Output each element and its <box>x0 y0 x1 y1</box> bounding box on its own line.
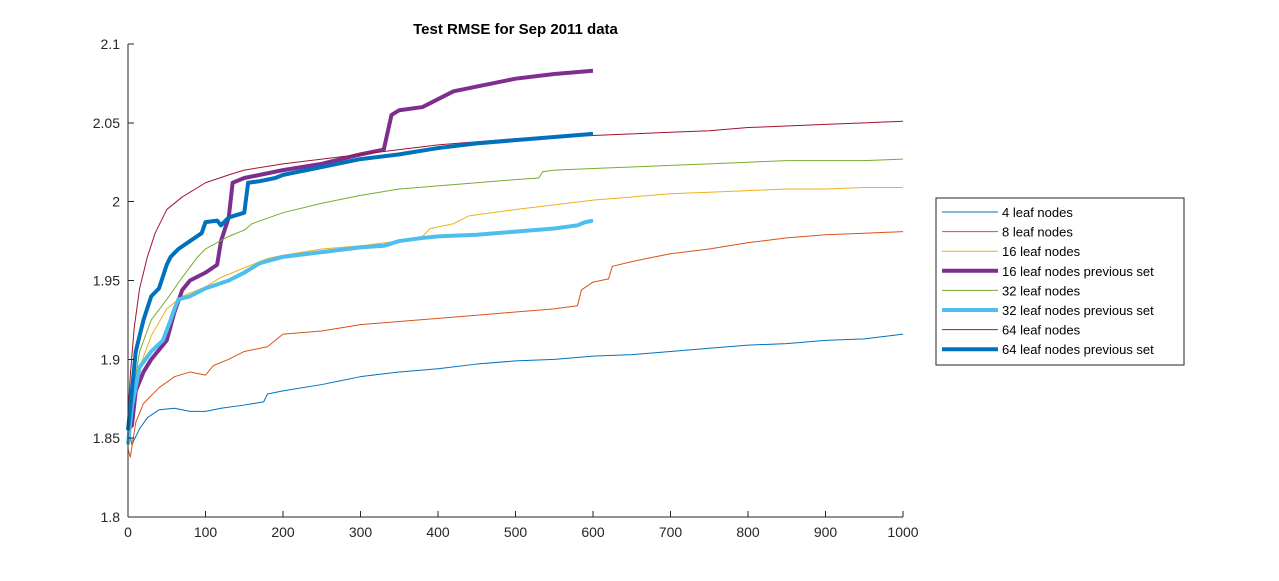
series-line-3 <box>126 68 594 431</box>
legend-box <box>935 197 1185 366</box>
x-tick-label: 400 <box>426 524 450 540</box>
x-tick-label: 200 <box>271 524 295 540</box>
series-line-6 <box>127 120 904 415</box>
legend-label: 16 leaf nodes <box>1002 244 1081 259</box>
y-tick-label: 1.95 <box>93 273 120 289</box>
y-tick-label: 2 <box>112 194 120 210</box>
x-tick-label: 900 <box>814 524 838 540</box>
series-line-4 <box>127 158 904 423</box>
y-tick-label: 1.9 <box>101 351 121 367</box>
x-tick-label: 600 <box>581 524 605 540</box>
x-tick-label: 500 <box>504 524 528 540</box>
chart-title: Test RMSE for Sep 2011 data <box>413 21 618 38</box>
legend-label: 8 leaf nodes <box>1002 225 1073 240</box>
axes-layer: 0 100 200 300 400 500 600 700 800 900 1000 1.8 1.85 1… <box>93 36 919 540</box>
plot-background <box>128 44 903 517</box>
x-tick-label: 800 <box>736 524 760 540</box>
plot-area <box>128 44 903 517</box>
y-tick-label: 2.05 <box>93 115 120 131</box>
x-tick-label: 300 <box>349 524 373 540</box>
series-line-7 <box>126 131 594 431</box>
x-tick-label: 100 <box>194 524 218 540</box>
legend-label: 32 leaf nodes <box>1002 283 1081 298</box>
x-tick-label: 0 <box>124 524 132 540</box>
x-tick-label: 700 <box>659 524 683 540</box>
legend-label: 64 leaf nodes <box>1002 323 1081 338</box>
legend: 4 leaf nodes 8 leaf nodes 16 leaf nodes 16 … <box>935 197 1185 366</box>
legend-label: 32 leaf nodes previous set <box>1002 303 1154 318</box>
legend-label: 4 leaf nodes <box>1002 205 1073 220</box>
legend-label: 64 leaf nodes previous set <box>1002 342 1154 357</box>
y-tick-label: 1.8 <box>101 509 121 525</box>
series-line-5 <box>126 218 594 445</box>
series-layer <box>126 68 904 458</box>
series-line-1 <box>127 231 904 458</box>
series-line-0 <box>127 333 904 445</box>
y-tick-label: 1.85 <box>93 430 120 446</box>
x-tick-label: 1000 <box>887 524 918 540</box>
legend-label: 16 leaf nodes previous set <box>1002 264 1154 279</box>
y-tick-label: 2.1 <box>101 36 121 52</box>
